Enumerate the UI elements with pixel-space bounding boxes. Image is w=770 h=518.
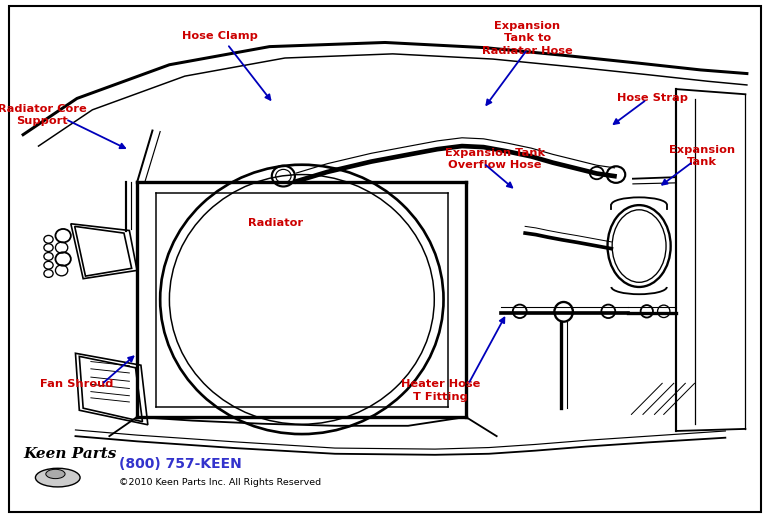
Text: Expansion
Tank: Expansion Tank (669, 145, 735, 167)
Text: Expansion
Tank to
Radiator Hose: Expansion Tank to Radiator Hose (482, 21, 573, 55)
Text: Radiator Core
Support: Radiator Core Support (0, 104, 87, 126)
Text: Hose Strap: Hose Strap (618, 93, 688, 103)
Text: Heater Hose
T Fitting: Heater Hose T Fitting (400, 379, 480, 401)
Text: Hose Clamp: Hose Clamp (182, 31, 257, 41)
Ellipse shape (46, 469, 65, 479)
Text: Keen Parts: Keen Parts (23, 447, 116, 461)
Text: ©2010 Keen Parts Inc. All Rights Reserved: ©2010 Keen Parts Inc. All Rights Reserve… (119, 478, 322, 486)
Ellipse shape (35, 468, 80, 487)
Text: (800) 757-KEEN: (800) 757-KEEN (119, 457, 242, 471)
Text: Expansion Tank
Overflow Hose: Expansion Tank Overflow Hose (445, 148, 545, 170)
Text: Fan Shroud: Fan Shroud (40, 379, 114, 389)
Text: Radiator: Radiator (248, 218, 303, 228)
